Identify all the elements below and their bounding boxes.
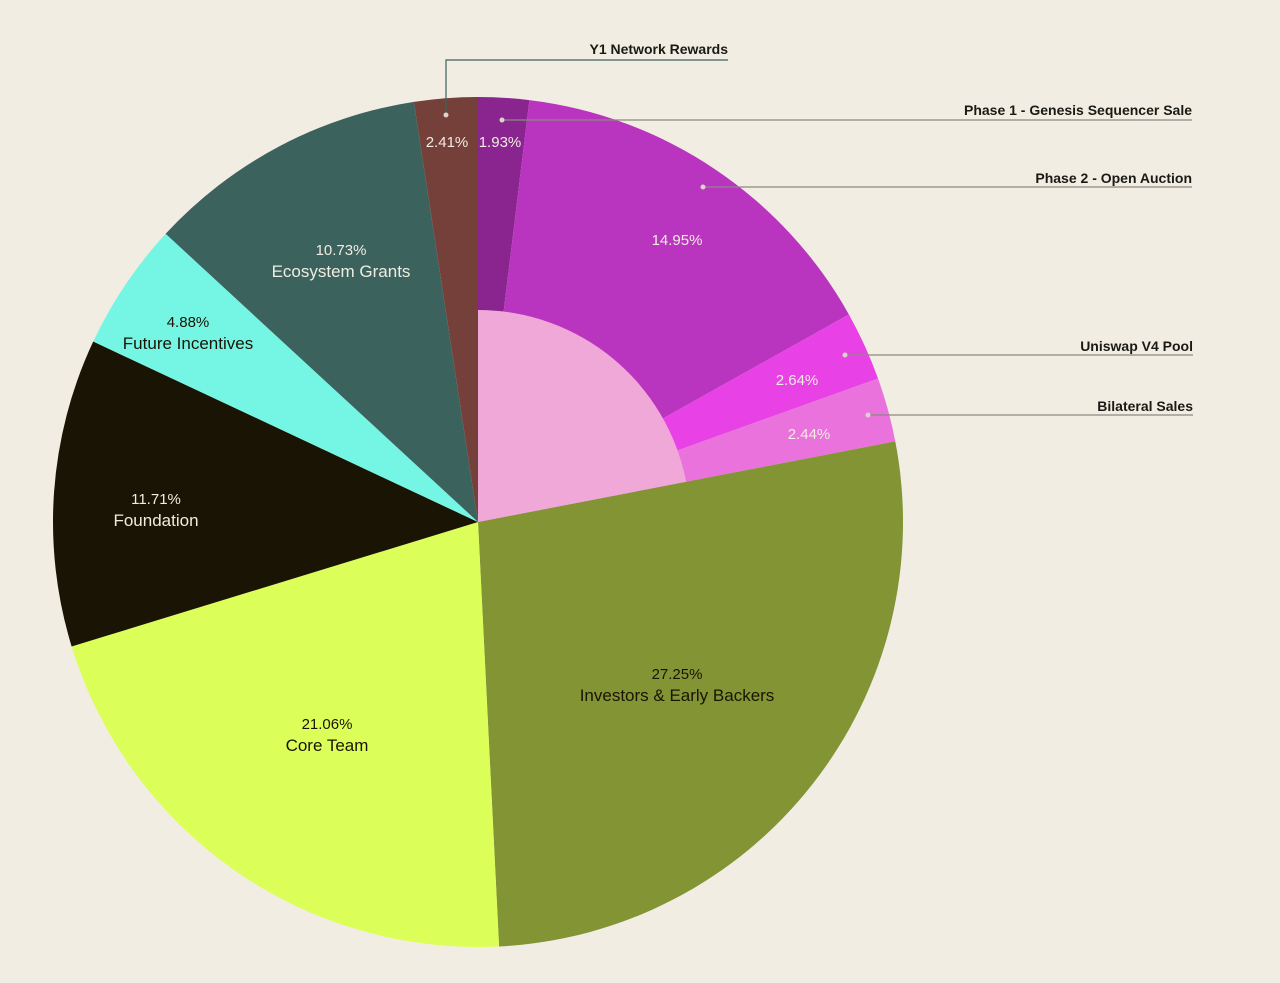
pie-slice-7: [93, 233, 479, 522]
pie-slice-8: [165, 101, 478, 522]
slice-name-label: Foundation: [113, 511, 198, 530]
slice-value-label: 2.44%: [788, 426, 831, 443]
pie-slice-6: [52, 341, 479, 647]
slice-value-label: 1.93%: [479, 134, 522, 151]
pie-slice-9: [413, 97, 478, 522]
callout-dot: [842, 352, 848, 358]
pie-slice-5: [71, 522, 500, 948]
callout-dot: [700, 184, 706, 190]
slice-value-label: 10.73%: [316, 242, 367, 259]
slice-value-label: 21.06%: [302, 716, 353, 733]
slice-value-label: 11.71%: [131, 491, 181, 508]
callout-label: Uniswap V4 Pool: [1080, 338, 1193, 354]
slice-value-label: 2.64%: [776, 372, 819, 389]
callout-label: Phase 2 - Open Auction: [1035, 170, 1192, 186]
callout-dot: [443, 112, 449, 118]
callout-label: Bilateral Sales: [1097, 398, 1193, 414]
callout-dot: [499, 117, 505, 123]
slice-value-label: 2.41%: [426, 134, 469, 151]
slice-name-label: Future Incentives: [123, 334, 253, 353]
slice-name-label: Investors & Early Backers: [580, 686, 775, 705]
callout-dot: [865, 412, 871, 418]
slice-value-label: 4.88%: [167, 314, 210, 331]
callout-label: Y1 Network Rewards: [590, 41, 729, 57]
callout-line: [445, 59, 728, 115]
pie-slice-4: [478, 441, 903, 947]
slice-value-label: 14.95%: [652, 232, 703, 249]
callout-label: Phase 1 - Genesis Sequencer Sale: [964, 102, 1192, 118]
slice-name-label: Core Team: [286, 736, 369, 755]
slice-value-label: 27.25%: [652, 666, 703, 683]
slice-name-label: Ecosystem Grants: [272, 262, 411, 281]
pie-inner-sector: [478, 310, 687, 522]
